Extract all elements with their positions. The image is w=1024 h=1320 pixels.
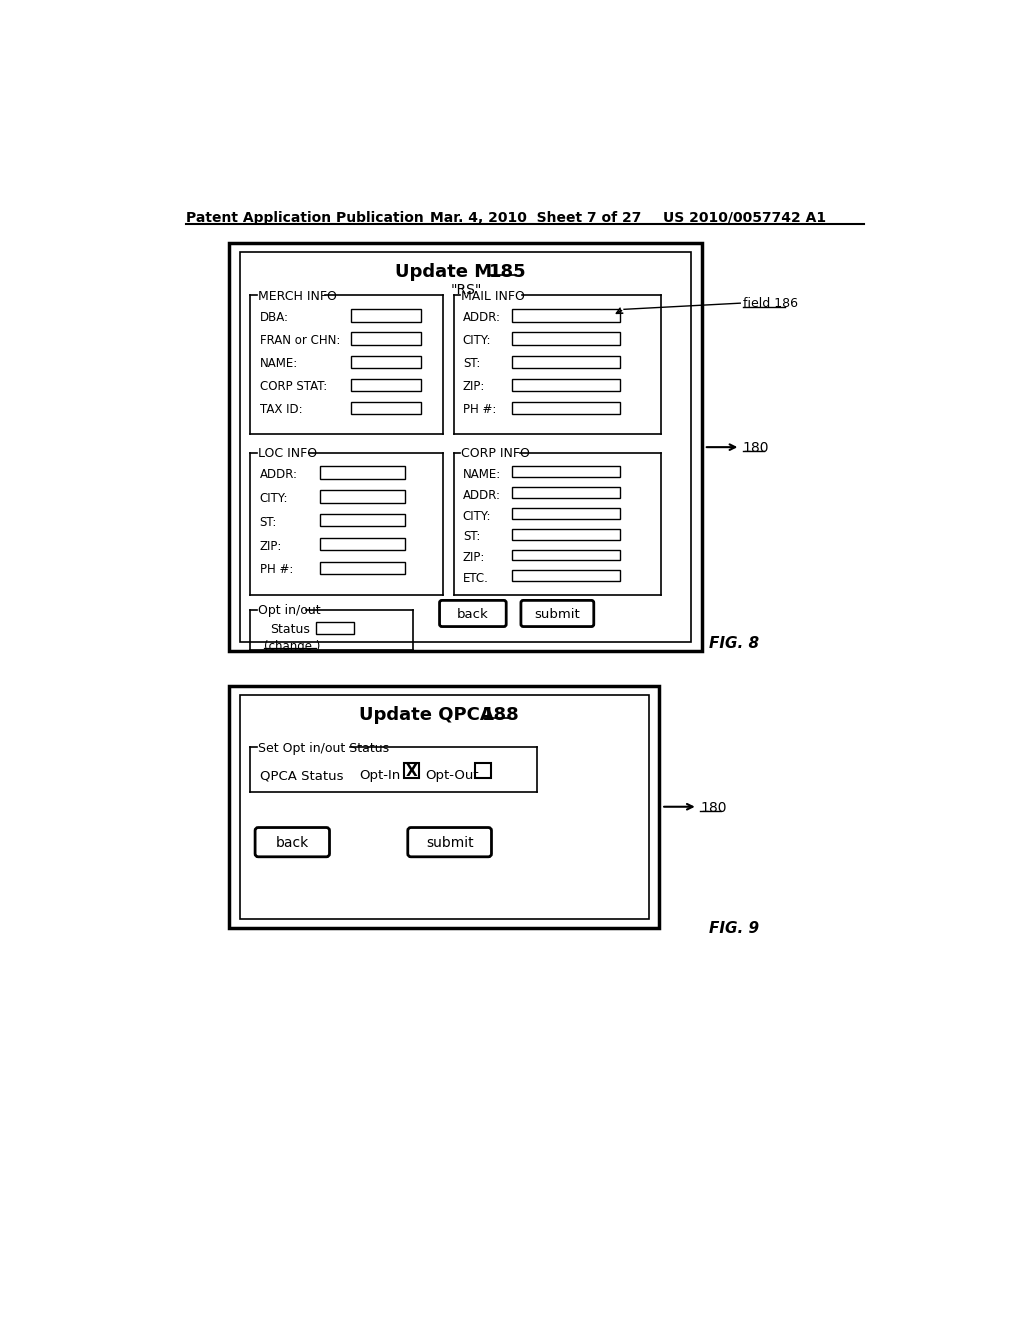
- Bar: [403, 763, 420, 779]
- Text: Status: Status: [270, 623, 309, 636]
- Text: TAX ID:: TAX ID:: [260, 404, 302, 416]
- Text: ZIP:: ZIP:: [463, 380, 485, 393]
- Text: Update QPCA: Update QPCA: [358, 706, 500, 723]
- Text: PH #:: PH #:: [463, 404, 497, 416]
- Text: ETC.: ETC.: [463, 572, 488, 585]
- Bar: [512, 401, 621, 414]
- Bar: [321, 539, 406, 550]
- Text: Opt-In: Opt-In: [359, 770, 400, 781]
- Text: QPCA Status: QPCA Status: [260, 770, 343, 781]
- Text: CITY:: CITY:: [463, 510, 492, 523]
- Text: Opt in/out: Opt in/out: [258, 605, 321, 618]
- Text: CORP INFO: CORP INFO: [461, 447, 530, 461]
- Text: ZIP:: ZIP:: [260, 540, 283, 553]
- Bar: [351, 355, 421, 368]
- Text: FRAN or CHN:: FRAN or CHN:: [260, 334, 340, 347]
- Text: Mar. 4, 2010  Sheet 7 of 27: Mar. 4, 2010 Sheet 7 of 27: [430, 211, 642, 224]
- Text: submit: submit: [426, 836, 473, 850]
- Text: 185: 185: [489, 263, 526, 281]
- FancyBboxPatch shape: [408, 828, 492, 857]
- Text: FIG. 8: FIG. 8: [710, 636, 760, 651]
- Bar: [512, 529, 621, 540]
- Bar: [228, 243, 701, 651]
- Text: Update MI: Update MI: [395, 263, 506, 281]
- Bar: [512, 309, 621, 322]
- FancyBboxPatch shape: [255, 828, 330, 857]
- Bar: [512, 570, 621, 581]
- Text: ADDR:: ADDR:: [463, 488, 501, 502]
- Text: DBA:: DBA:: [260, 312, 289, 323]
- FancyBboxPatch shape: [521, 601, 594, 627]
- Text: CITY:: CITY:: [463, 334, 492, 347]
- Bar: [512, 487, 621, 498]
- Text: ST:: ST:: [463, 358, 480, 370]
- Bar: [351, 333, 421, 345]
- Text: ZIP:: ZIP:: [463, 552, 485, 564]
- Bar: [351, 401, 421, 414]
- Text: NAME:: NAME:: [463, 469, 501, 480]
- Text: 188: 188: [481, 706, 519, 723]
- Bar: [321, 513, 406, 527]
- Bar: [241, 696, 649, 919]
- Text: ST:: ST:: [463, 531, 480, 544]
- Bar: [316, 622, 353, 635]
- Bar: [228, 686, 658, 928]
- Bar: [512, 333, 621, 345]
- Text: ADDR:: ADDR:: [463, 312, 501, 323]
- Text: 180: 180: [700, 800, 726, 814]
- Text: CITY:: CITY:: [260, 492, 288, 504]
- Bar: [512, 466, 621, 478]
- Text: submit: submit: [535, 607, 581, 620]
- FancyBboxPatch shape: [439, 601, 506, 627]
- Text: LOC INFO: LOC INFO: [258, 447, 317, 461]
- Text: Opt-Out: Opt-Out: [426, 770, 479, 781]
- Text: PH #:: PH #:: [260, 564, 293, 577]
- Bar: [512, 379, 621, 391]
- Bar: [321, 490, 406, 503]
- Text: CORP STAT:: CORP STAT:: [260, 380, 327, 393]
- Text: Set Opt in/out Status: Set Opt in/out Status: [258, 742, 389, 755]
- Bar: [321, 466, 406, 479]
- Text: MERCH INFO: MERCH INFO: [258, 290, 337, 304]
- Text: X: X: [406, 764, 418, 779]
- Bar: [512, 508, 621, 519]
- Text: (change ): (change ): [264, 640, 321, 653]
- Text: ST:: ST:: [260, 516, 278, 529]
- Bar: [475, 763, 490, 779]
- Text: Patent Application Publication: Patent Application Publication: [186, 211, 424, 224]
- Bar: [321, 562, 406, 574]
- Bar: [241, 252, 691, 642]
- Bar: [351, 379, 421, 391]
- Text: FIG. 9: FIG. 9: [710, 921, 760, 936]
- Text: field 186: field 186: [742, 297, 798, 310]
- Text: back: back: [275, 836, 309, 850]
- Text: NAME:: NAME:: [260, 358, 298, 370]
- Text: US 2010/0057742 A1: US 2010/0057742 A1: [663, 211, 826, 224]
- Text: "RS": "RS": [451, 284, 481, 297]
- Text: 180: 180: [742, 441, 769, 455]
- Bar: [512, 549, 621, 561]
- Text: MAIL INFO: MAIL INFO: [461, 290, 525, 304]
- Text: back: back: [457, 607, 488, 620]
- Text: ADDR:: ADDR:: [260, 469, 298, 480]
- Bar: [351, 309, 421, 322]
- Bar: [512, 355, 621, 368]
